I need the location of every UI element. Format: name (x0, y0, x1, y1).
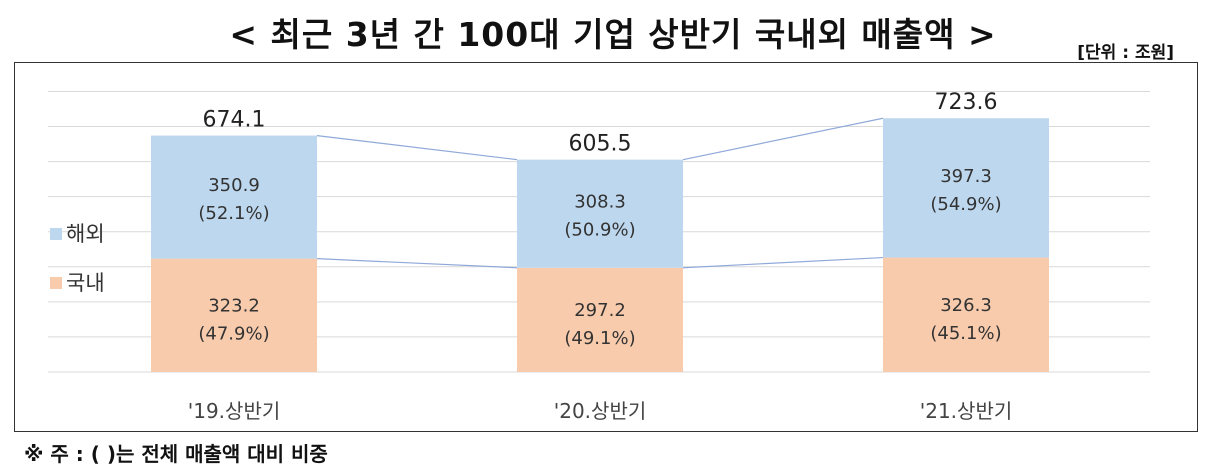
chart-title: < 최근 3년 간 100대 기업 상반기 국내외 매출액 > (229, 15, 997, 54)
connector-line (316, 134, 518, 161)
legend-label: 해외 (66, 222, 105, 246)
data-label-domestic-share: (47.9%) (198, 323, 269, 344)
data-label-overseas-share: (54.9%) (930, 194, 1001, 215)
data-label-domestic: 323.2 (208, 295, 260, 316)
connector-line (682, 117, 884, 161)
bar-domestic (517, 267, 683, 372)
data-label-overseas: 308.3 (574, 192, 626, 213)
data-label-domestic-share: (45.1%) (930, 323, 1001, 344)
x-tick-label: '19.상반기 (188, 399, 281, 423)
legend-swatch (50, 228, 62, 240)
unit-label: [단위 : 조원] (1077, 43, 1174, 63)
legend-swatch (50, 277, 62, 289)
bar-domestic (151, 258, 317, 372)
data-label-overseas: 350.9 (208, 175, 260, 196)
data-label-domestic: 297.2 (574, 300, 626, 321)
data-label-total: 605.5 (569, 132, 632, 157)
connector-line (316, 258, 518, 269)
bar-overseas (151, 135, 317, 259)
data-label-domestic: 326.3 (940, 295, 992, 316)
x-tick-label: '20.상반기 (554, 399, 647, 423)
x-tick-label: '21.상반기 (920, 399, 1013, 423)
data-label-overseas-share: (52.1%) (198, 203, 269, 224)
connector-line (682, 256, 884, 269)
bar-domestic (883, 257, 1049, 372)
bar-overseas (883, 118, 1049, 258)
data-label-total: 674.1 (203, 108, 266, 133)
data-label-total: 723.6 (935, 90, 998, 115)
data-label-overseas: 397.3 (940, 166, 992, 187)
legend-label: 국내 (66, 271, 105, 295)
data-label-domestic-share: (49.1%) (564, 328, 635, 349)
chart-frame (14, 62, 1198, 432)
footnote: ※ 주 : ( )는 전체 매출액 대비 비중 (24, 442, 328, 466)
bar-overseas (517, 159, 683, 268)
data-label-overseas-share: (50.9%) (564, 220, 635, 241)
